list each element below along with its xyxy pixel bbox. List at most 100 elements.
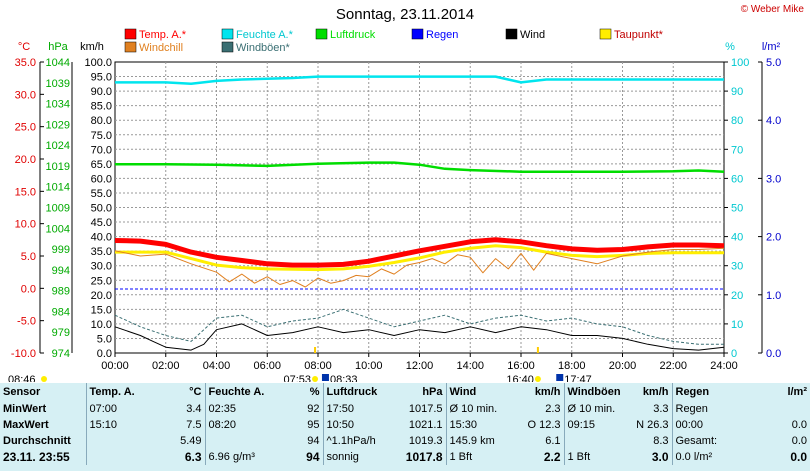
- sunset-time: 16:40: [506, 374, 534, 382]
- row-label: Durchschnitt: [3, 435, 71, 447]
- wind-tick-label: 85.0: [91, 101, 112, 113]
- cell: 15:30: [445, 417, 516, 433]
- cell: Ø 10 min.: [563, 401, 632, 417]
- hum-tick-label: 90: [731, 86, 743, 98]
- cell: 95: [307, 419, 320, 431]
- series-line-taupunkt: [115, 244, 724, 272]
- legend-label: Regen: [426, 29, 458, 41]
- x-tick-label: 08:00: [304, 360, 332, 372]
- x-tick-label: 06:00: [253, 360, 281, 372]
- hum-tick-label: 10: [731, 319, 743, 331]
- hdr-rain-unit: l/m²: [787, 386, 807, 398]
- temp-unit-label: °C: [18, 41, 30, 53]
- wind-tick-label: 55.0: [91, 188, 112, 200]
- cell: 0.0 l/m²: [671, 449, 747, 465]
- cell: 8.3: [653, 435, 669, 447]
- x-tick-label: 16:00: [507, 360, 535, 372]
- press-tick-label: 1009: [46, 203, 70, 215]
- cell: 3.4: [186, 403, 202, 415]
- legend-swatch: [599, 28, 612, 40]
- cell: [204, 433, 268, 449]
- x-tick-label: 10:00: [355, 360, 383, 372]
- x-tick-label: 22:00: [659, 360, 687, 372]
- x-tick-label: 00:00: [101, 360, 129, 372]
- temp-tick-label: 0.0: [21, 283, 36, 295]
- cell: 2.3: [545, 403, 561, 415]
- hdr-wind-unit: km/h: [534, 386, 561, 398]
- cell: 7.5: [186, 419, 202, 431]
- moonset-icon: [556, 374, 564, 381]
- press-tick-label: 1039: [46, 78, 70, 90]
- series-line-luftdruck: [115, 161, 725, 173]
- wind-tick-label: 15.0: [91, 304, 112, 316]
- stats-row-avg: Durchschnitt 5.49 94 ^1.1hPa/h 1019.3 14…: [0, 433, 810, 449]
- cell: Regen: [671, 401, 747, 417]
- x-tick-label: 12:00: [406, 360, 434, 372]
- cell: 0.0: [790, 450, 807, 464]
- legend-swatch: [221, 28, 234, 40]
- legend-label: Temp. A.*: [139, 29, 187, 41]
- press-tick-label: 1044: [46, 57, 70, 69]
- press-tick-label: 1024: [46, 140, 70, 152]
- x-tick-label: 24:00: [710, 360, 738, 372]
- cell: sonnig: [322, 449, 391, 465]
- legend-swatch: [124, 41, 137, 53]
- x-tick-label: 20:00: [609, 360, 637, 372]
- hum-unit-label: %: [725, 41, 735, 53]
- hdr-rain: Regen: [671, 383, 747, 401]
- legend-label: Windböen*: [236, 42, 291, 54]
- cell: 94: [307, 435, 320, 447]
- cell: 1021.1: [408, 419, 443, 431]
- temp-tick-label: 15.0: [15, 186, 36, 198]
- stats-table: Sensor Temp. A. °C Feuchte A. % Luftdruc…: [0, 383, 810, 465]
- temp-tick-label: 20.0: [15, 154, 36, 166]
- time-marker-left: 08:46: [8, 374, 36, 382]
- cell: 09:15: [563, 417, 632, 433]
- press-tick-label: 994: [52, 265, 70, 277]
- wind-tick-label: 100.0: [84, 57, 112, 69]
- cell: 08:20: [204, 417, 268, 433]
- temp-tick-label: -10.0: [11, 348, 36, 360]
- wind-tick-label: 60.0: [91, 173, 112, 185]
- sunset-icon: [534, 376, 541, 382]
- cell: [747, 401, 810, 417]
- rain-unit-label: l/m²: [762, 41, 781, 53]
- x-tick-label: 18:00: [558, 360, 586, 372]
- sunrise-time: 07:53: [284, 374, 312, 382]
- wind-tick-label: 0.0: [97, 348, 112, 360]
- temp-tick-label: 5.0: [21, 251, 36, 263]
- press-tick-label: 979: [52, 327, 70, 339]
- series-line-tempa: [114, 237, 725, 268]
- hum-tick-label: 20: [731, 290, 743, 302]
- cell: [85, 449, 150, 465]
- legend-swatch: [124, 28, 137, 40]
- moonset-time: 17:47: [564, 374, 592, 382]
- hdr-hum: Feuchte A.: [204, 383, 268, 401]
- series-line-feuchtea: [115, 75, 724, 86]
- wind-tick-label: 80.0: [91, 115, 112, 127]
- wind-tick-label: 5.0: [97, 333, 112, 345]
- press-unit-label: hPa: [48, 41, 68, 53]
- series-line-windchill: [114, 247, 725, 288]
- wind-tick-label: 30.0: [91, 261, 112, 273]
- page-title: Sonntag, 23.11.2014: [335, 6, 475, 23]
- credit-link[interactable]: © Weber Mike: [740, 4, 804, 15]
- legend-label: Wind: [520, 29, 545, 41]
- wind-tick-label: 50.0: [91, 203, 112, 215]
- hdr-gust-unit: km/h: [642, 386, 669, 398]
- legend-swatch: [221, 41, 234, 53]
- stats-row-current: 23.11. 23:55 6.3 6.96 g/m³ 94 sonnig 101…: [0, 449, 810, 465]
- press-tick-label: 984: [52, 306, 70, 318]
- legend-swatch: [505, 28, 518, 40]
- cell: [563, 433, 632, 449]
- press-tick-label: 989: [52, 286, 70, 298]
- stats-header-row: Sensor Temp. A. °C Feuchte A. % Luftdruc…: [0, 383, 810, 401]
- cell: 94: [306, 450, 320, 464]
- legend-label: Luftdruck: [330, 29, 376, 41]
- cell: 6.1: [545, 435, 561, 447]
- temp-tick-label: 35.0: [15, 57, 36, 69]
- wind-tick-label: 40.0: [91, 232, 112, 244]
- press-tick-label: 1029: [46, 119, 70, 131]
- wind-tick-label: 45.0: [91, 217, 112, 229]
- moonrise-icon: [321, 374, 329, 381]
